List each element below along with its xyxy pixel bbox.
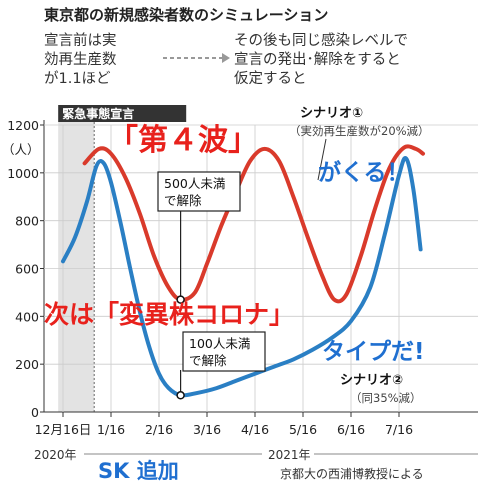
series-1-leader-line — [317, 138, 327, 181]
series-layer — [61, 144, 425, 398]
series-scenario-2-line — [61, 156, 423, 398]
x-tick-label: 1/16 — [97, 422, 125, 437]
note-right-2: 宣言の発出･解除をすると — [234, 51, 401, 68]
callout-500-marker — [176, 295, 185, 304]
y-tick-label: 1000 — [7, 166, 39, 181]
note-left-2: 効再生産数 — [44, 51, 117, 68]
callout-500-box — [157, 171, 241, 212]
x-tick-label: 5/16 — [289, 422, 317, 437]
x-tick-label: 12月16日 — [35, 422, 92, 437]
callout-100-line-2: で解除 — [189, 353, 227, 368]
y-tick-label: 1200 — [7, 118, 39, 133]
x-tick-label: 2/16 — [145, 422, 173, 437]
note-left-3: が1.1ほど — [44, 70, 111, 87]
x-tick-label: 7/16 — [385, 422, 413, 437]
y-tick-label: 400 — [15, 309, 39, 324]
chart-title: 東京都の新規感染者数のシミュレーション — [44, 6, 328, 24]
overlay-sk-added: SK 追加 — [98, 459, 179, 483]
series-2-name: シナリオ② — [340, 373, 403, 388]
callout-100-marker — [176, 391, 185, 400]
x-tick-label: 3/16 — [193, 422, 221, 437]
emergency-label-box — [58, 105, 187, 122]
y-tick-label: 800 — [15, 214, 39, 229]
callout-500-line-2: で解除 — [164, 193, 202, 208]
y-tick-label: 600 — [15, 262, 39, 277]
callout-500-line-1: 500人未満 — [164, 176, 225, 191]
y-tick-label: 0 — [31, 405, 39, 420]
y-axis-unit: （人） — [2, 142, 40, 157]
note-right-3: 仮定すると — [234, 70, 307, 87]
callout-100-line-1: 100人未満 — [189, 336, 250, 351]
x-tick-label: 6/16 — [337, 422, 365, 437]
arrow-icon — [163, 53, 230, 63]
overlay-coming: がくる！ — [318, 159, 410, 186]
series-2-note: （同35%減） — [350, 391, 422, 405]
y-tick-label: 200 — [15, 357, 39, 372]
note-right-1: その後も同じ感染レベルで — [234, 32, 408, 49]
note-left-1: 宣言前は実 — [44, 32, 117, 49]
overlay-next-variant: 次は「変異株コロナ」 — [44, 300, 294, 329]
series-1-note: （実効再生産数が20%減） — [289, 124, 430, 138]
emergency-label: 緊急事態宣言 — [62, 106, 134, 121]
overlay-type-da: タイプだ! — [322, 339, 425, 365]
source-credit: 京都大の西浦博教授による — [280, 466, 424, 481]
overlay-fourth-wave: 「第４波」 — [108, 123, 258, 158]
callout-100-box — [182, 331, 266, 372]
year-2021: 2021年 — [268, 448, 311, 462]
series-1-name: シナリオ① — [300, 106, 363, 121]
year-2020: 2020年 — [34, 448, 77, 462]
axes: 0 200 400 600 800 1000 1200 （人） 12月16日 1/16 2/16 3/… — [2, 118, 478, 437]
x-tick-label: 4/16 — [241, 422, 269, 437]
series-scenario-1-line — [82, 144, 425, 304]
